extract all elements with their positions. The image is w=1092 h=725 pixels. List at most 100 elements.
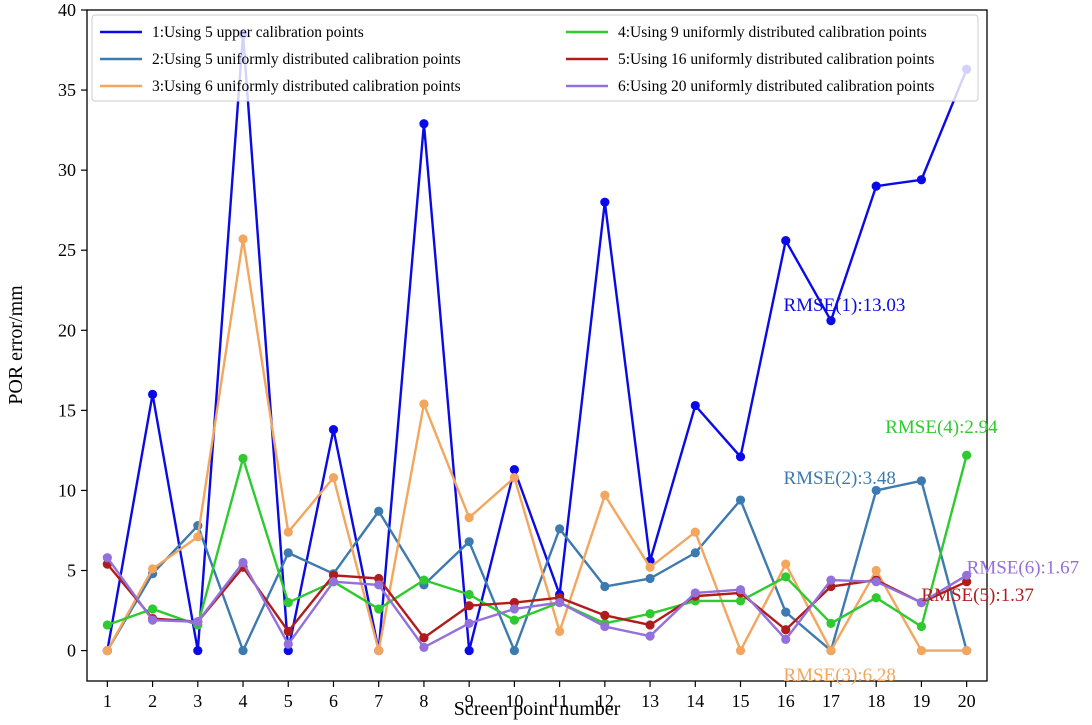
data-point [871, 181, 881, 191]
data-point [464, 589, 474, 600]
legend-item: 6:Using 20 uniformly distributed calibra… [566, 78, 934, 95]
data-point [735, 596, 746, 606]
data-point [871, 593, 881, 603]
legend-label: 2:Using 5 uniformly distributed calibrat… [152, 51, 461, 68]
rmse-annotation: RMSE(2):3.48 [783, 468, 895, 489]
legend-item: 4:Using 9 uniformly distributed calibrat… [566, 24, 927, 41]
series-line [106, 32, 968, 652]
data-point [690, 527, 700, 537]
x-tick-label: 13 [641, 691, 659, 711]
data-point [781, 236, 791, 246]
x-tick-label: 10 [505, 691, 523, 711]
y-tick-label: 20 [58, 320, 76, 340]
data-point [374, 645, 384, 656]
data-point [555, 626, 565, 636]
data-point [102, 553, 112, 563]
data-point [962, 570, 972, 580]
data-point [283, 548, 293, 558]
data-point [147, 615, 158, 625]
data-point [509, 615, 519, 625]
legend-item: 2:Using 5 uniformly distributed calibrat… [100, 51, 461, 68]
data-point [509, 604, 519, 614]
x-tick-label: 11 [551, 691, 568, 711]
data-point [781, 559, 791, 569]
data-point [328, 424, 339, 435]
data-point [781, 634, 791, 644]
rmse-annotation: RMSE(6):1.67 [967, 558, 1079, 579]
data-point [826, 575, 836, 585]
data-point [555, 597, 565, 608]
x-tick-label: 9 [465, 691, 474, 711]
series-1 [102, 29, 972, 656]
legend-label: 6:Using 20 uniformly distributed calibra… [618, 78, 934, 95]
data-point [419, 575, 429, 585]
legend-item: 1:Using 5 upper calibration points [100, 24, 364, 41]
rmse-annotation: RMSE(3):6.28 [783, 665, 895, 686]
series-line [106, 479, 968, 652]
x-tick-label: 17 [822, 691, 840, 711]
data-point [464, 601, 474, 611]
data-point [464, 618, 474, 628]
data-point [374, 580, 384, 590]
rmse-annotation: RMSE(1):13.03 [783, 295, 905, 316]
data-point [645, 631, 655, 641]
x-axis-label: Screen point number [454, 698, 621, 720]
y-tick-label: 5 [67, 561, 76, 581]
data-point [645, 573, 655, 584]
data-point [328, 570, 339, 580]
legend: 1:Using 5 upper calibration points 2:Usin… [91, 14, 979, 102]
data-point [916, 476, 927, 486]
y-axis-label: POR error/mm [5, 285, 27, 405]
data-point [374, 506, 384, 516]
data-point [735, 495, 746, 505]
data-point [283, 626, 293, 636]
y-tick-label: 15 [58, 400, 76, 420]
data-point [283, 527, 293, 537]
data-point [871, 565, 881, 576]
data-point [600, 621, 610, 632]
data-point [826, 316, 836, 326]
legend-box [91, 14, 979, 102]
data-point [781, 607, 791, 617]
y-tick-label: 10 [58, 480, 76, 500]
data-point [102, 645, 112, 656]
y-tick-label: 0 [67, 641, 76, 661]
data-point [374, 604, 384, 614]
data-point [600, 581, 610, 592]
legend-label: 1:Using 5 upper calibration points [152, 24, 364, 41]
data-point [509, 645, 519, 656]
data-point [781, 625, 791, 635]
x-tick-label: 15 [732, 691, 750, 711]
data-point [193, 645, 203, 656]
data-point [735, 452, 746, 462]
data-point [464, 645, 474, 656]
legend-label: 4:Using 9 uniformly distributed calibrat… [618, 24, 927, 41]
legend-label: 3:Using 6 uniformly distributed calibrat… [152, 78, 461, 95]
series-3 [102, 234, 972, 656]
x-tick-label: 6 [329, 691, 338, 711]
x-tick-label: 14 [686, 691, 704, 711]
x-tick-label: 3 [193, 691, 202, 711]
y-tick-label: 40 [58, 0, 76, 20]
rmse-annotation: RMSE(5):1.37 [921, 585, 1033, 606]
legend-item: 5:Using 16 uniformly distributed calibra… [566, 51, 934, 68]
data-point [962, 450, 972, 460]
series-line [106, 556, 968, 649]
plot-frame [86, 9, 988, 682]
rmse-annotation: RMSE(4):2.94 [885, 417, 998, 438]
data-point [464, 537, 474, 547]
x-tick-label: 12 [596, 691, 614, 711]
data-point [147, 604, 158, 614]
x-tick-label: 16 [777, 691, 795, 711]
x-axis: 1 2 3 4 5 6 7 8 9 10 11 12 13 14 15 16 17 18 19 20 [103, 681, 976, 711]
data-point [509, 465, 519, 475]
x-tick-label: 7 [374, 691, 383, 711]
data-point [871, 577, 881, 587]
x-tick-label: 2 [148, 691, 157, 711]
data-point [916, 175, 927, 185]
data-point [690, 400, 700, 411]
plot-area [102, 29, 972, 656]
data-point [509, 597, 519, 608]
data-point [238, 453, 248, 464]
x-tick-label: 18 [867, 691, 885, 711]
